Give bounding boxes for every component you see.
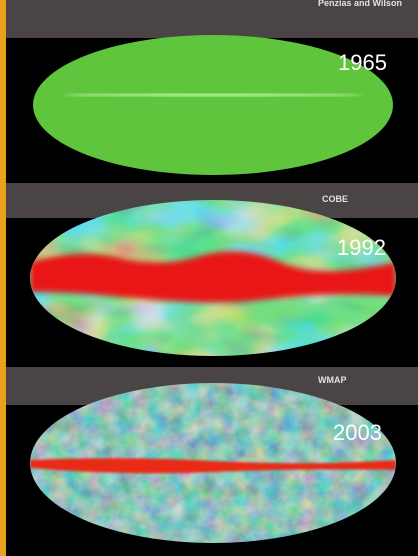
sky-map [33, 35, 393, 175]
year: 1965 [338, 50, 387, 75]
year: 2003 [333, 420, 382, 445]
panel-label: Penzias and Wilson [318, 0, 402, 8]
galactic-plane [63, 93, 363, 97]
header-band [6, 0, 418, 38]
sky-map [30, 200, 396, 356]
side-border [0, 0, 6, 556]
panel-label: COBE [322, 194, 348, 204]
panel-label: WMAP [318, 375, 347, 385]
sky-map [30, 383, 396, 543]
galactic-plane [30, 251, 396, 303]
galactic-plane [30, 458, 396, 474]
year: 1992 [337, 235, 386, 260]
